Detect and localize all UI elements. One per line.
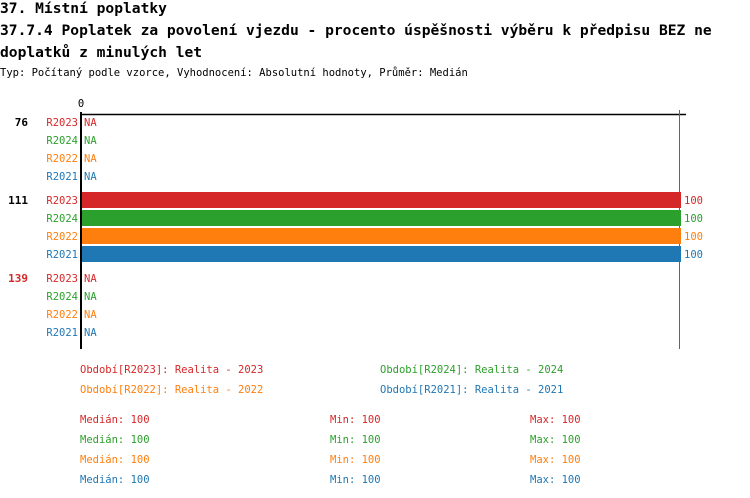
- chart-info: Typ: Počítaný podle vzorce, Vyhodnocení:…: [0, 67, 468, 79]
- chart-title-line1: 37.7.4 Poplatek za povolení vjezdu - pro…: [0, 22, 712, 39]
- series-label: R2024: [46, 291, 78, 303]
- stat-min: Min: 100: [330, 434, 381, 446]
- series-label: R2022: [46, 153, 78, 165]
- series-label: R2023: [46, 273, 78, 285]
- data-label: 100: [684, 249, 703, 261]
- bar: [81, 210, 681, 226]
- na-label: NA: [84, 291, 97, 303]
- series-label: R2023: [46, 195, 78, 207]
- na-label: NA: [84, 153, 97, 165]
- chart-title-line2: doplatků z minulých let: [0, 44, 203, 61]
- stat-max: Max: 100: [530, 454, 581, 466]
- na-label: NA: [84, 309, 97, 321]
- series-label: R2023: [46, 117, 78, 129]
- na-label: NA: [84, 117, 97, 129]
- data-label: 100: [684, 195, 703, 207]
- stat-max: Max: 100: [530, 434, 581, 446]
- stat-min: Min: 100: [330, 474, 381, 486]
- na-label: NA: [84, 273, 97, 285]
- data-label: 100: [684, 213, 703, 225]
- data-label: 100: [684, 231, 703, 243]
- na-label: NA: [84, 135, 97, 147]
- stat-median: Medián: 100: [80, 414, 150, 426]
- legend-item: Období[R2024]: Realita - 2024: [380, 364, 564, 376]
- legend-item: Období[R2022]: Realita - 2022: [80, 384, 264, 396]
- series-label: R2021: [46, 171, 78, 183]
- series-label: R2021: [46, 327, 78, 339]
- series-label: R2022: [46, 231, 78, 243]
- series-label: R2021: [46, 249, 78, 261]
- stat-max: Max: 100: [530, 414, 581, 426]
- series-label: R2024: [46, 135, 78, 147]
- legend-item: Období[R2023]: Realita - 2023: [80, 364, 264, 376]
- legend-item: Období[R2021]: Realita - 2021: [380, 384, 564, 396]
- stat-min: Min: 100: [330, 454, 381, 466]
- stat-median: Medián: 100: [80, 454, 150, 466]
- na-label: NA: [84, 171, 97, 183]
- series-label: R2024: [46, 213, 78, 225]
- x-tick-label: 0: [78, 98, 84, 110]
- page-title: 37. Místní poplatky: [0, 0, 167, 17]
- category-label: 139: [8, 272, 28, 285]
- category-label: 76: [15, 116, 29, 129]
- category-label: 111: [8, 194, 28, 207]
- bar: [81, 228, 681, 244]
- series-label: R2022: [46, 309, 78, 321]
- stat-max: Max: 100: [530, 474, 581, 486]
- bar: [81, 192, 681, 208]
- stat-median: Medián: 100: [80, 474, 150, 486]
- bar-chart: 0 76 R2023 NA R2024 NA R2022 NA R2021 NA 111 R2023 1…: [8, 98, 703, 349]
- na-label: NA: [84, 327, 97, 339]
- bar: [81, 246, 681, 262]
- stat-min: Min: 100: [330, 414, 381, 426]
- stat-median: Medián: 100: [80, 434, 150, 446]
